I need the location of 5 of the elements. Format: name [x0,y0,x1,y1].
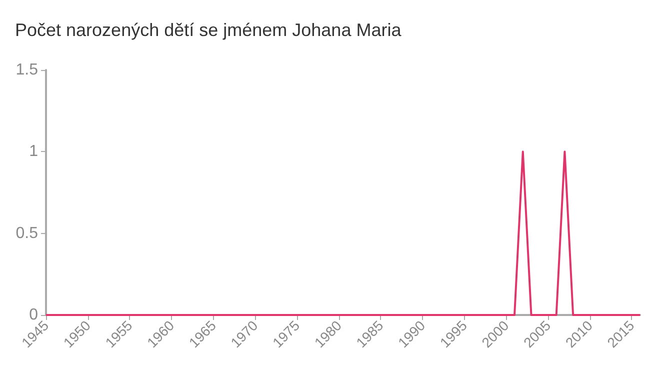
y-tick-label: 1.5 [16,62,38,78]
y-tick-label: 0 [29,306,38,324]
y-tick-label: 1 [29,143,38,160]
chart-title: Počet narozených dětí se jménem Johana Maria [15,20,402,40]
y-tick-label: 0.5 [16,224,38,242]
